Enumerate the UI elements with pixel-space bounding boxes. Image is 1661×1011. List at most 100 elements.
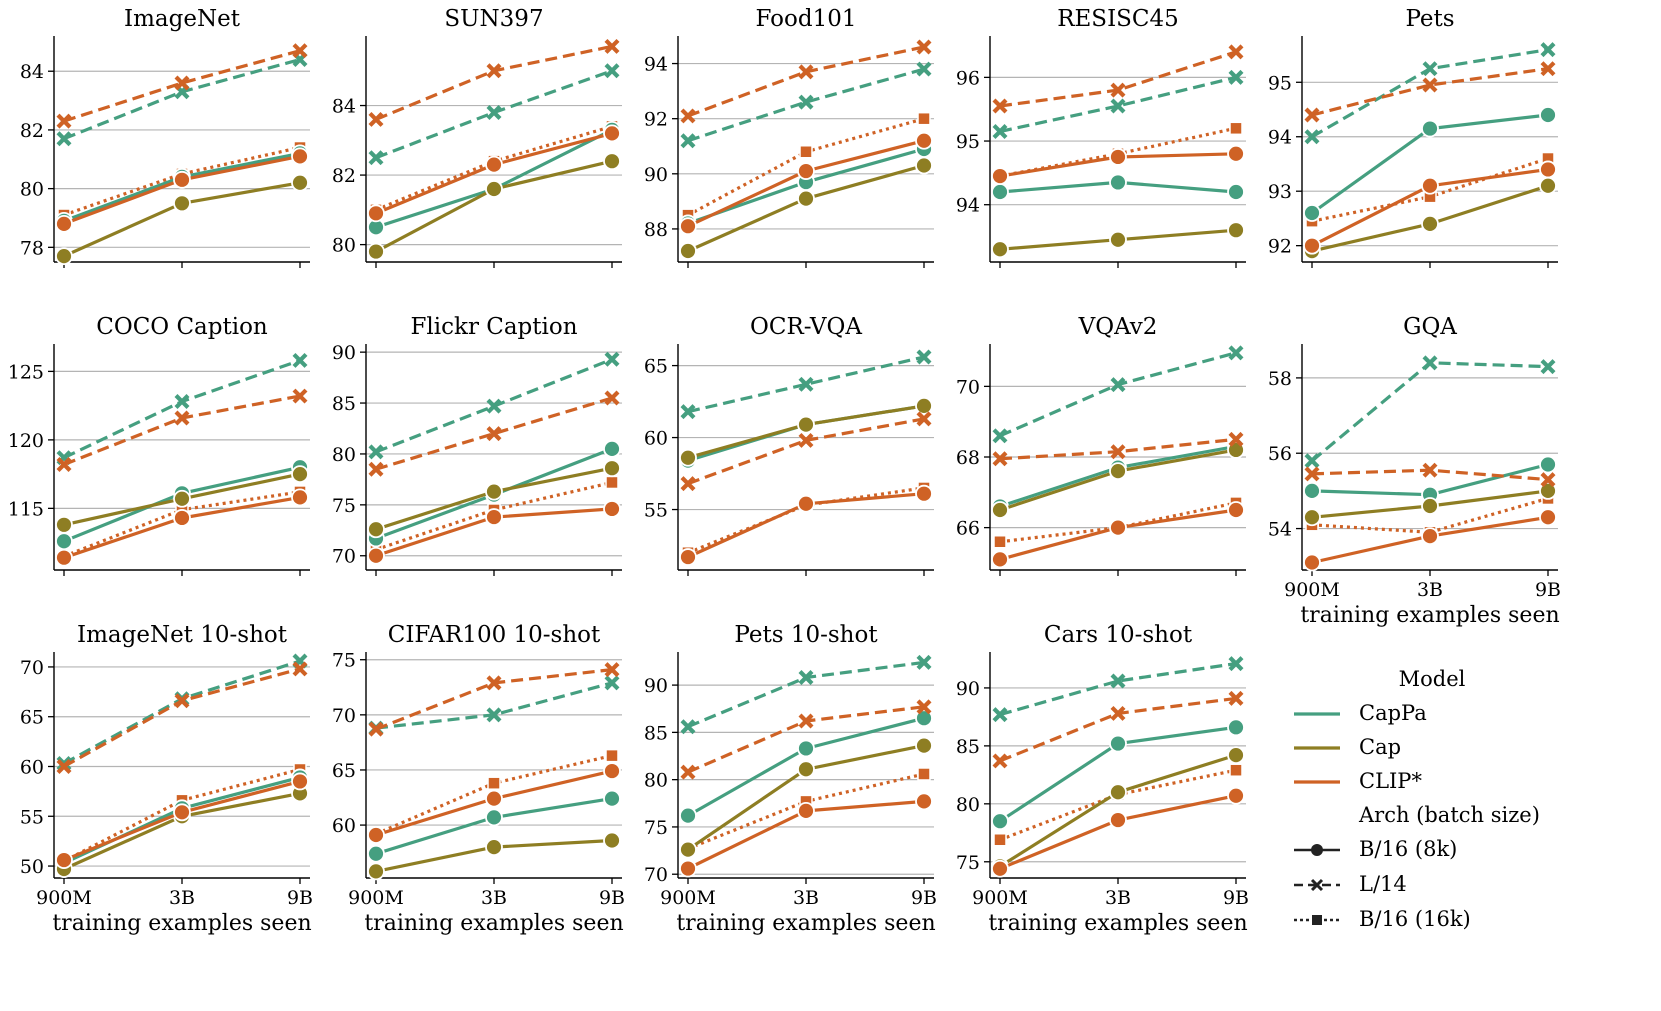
subplot-sun397: 80 82 84 SUN397 [332,6,622,268]
x-tick-label: 9B [911,887,937,909]
data-point [1421,214,1439,233]
data-point [799,145,813,159]
data-point [1227,501,1245,519]
data-point [292,43,308,59]
x-tick-label: 3B [169,887,195,909]
subplot-title: ImageNet [124,6,241,32]
data-point [798,670,814,686]
legend-arch-marker [1311,844,1323,856]
data-point [679,806,697,825]
x-tick-label: 9B [1535,579,1561,601]
data-point [1109,173,1127,192]
y-tick-label: 58 [1268,368,1292,390]
data-point [1422,462,1438,478]
data-point [174,693,190,709]
subplot-imagenet-10-shot: 50 55 60 65 70 ImageNet 10-shot 900M 3B 9Btraini… [20,622,313,936]
data-point [992,451,1008,467]
data-point [367,520,385,539]
data-point [367,862,385,881]
data-point [1109,230,1127,249]
data-point [367,204,385,223]
data-point [991,501,1009,519]
data-point [992,428,1008,444]
data-point [1109,783,1127,802]
data-point [1303,508,1321,527]
y-tick-label: 80 [332,235,356,257]
data-point [1304,453,1320,469]
series-line [999,351,1237,438]
y-tick-label: 88 [644,219,668,241]
data-point [55,851,73,869]
data-point [679,859,697,878]
data-point [1227,786,1245,805]
data-point [485,508,503,526]
data-point [797,739,815,758]
data-point [291,772,309,791]
series-line [63,667,301,768]
series-line [1311,67,1549,117]
subplot-title: SUN397 [444,6,543,32]
y-tick-label: 78 [20,237,44,259]
data-point [368,150,384,166]
data-point [1110,444,1126,460]
data-point [680,108,696,124]
data-point [291,488,309,507]
legend-arch-label: B/16 (8k) [1359,837,1457,861]
y-tick-label: 75 [956,852,980,874]
data-point [679,840,697,859]
series-line [375,396,613,471]
data-point [603,459,621,478]
y-tick-label: 65 [20,707,44,729]
subplot-ocr-vqa: 55 60 65 OCR-VQA [644,314,934,576]
data-point [915,131,933,150]
data-point [604,63,620,79]
data-point [915,396,933,415]
y-tick-label: 94 [1268,127,1292,149]
legend: Model CapPa Cap CLIP* Arch (batch size) B/16 … [1294,667,1540,931]
subplot-title: COCO Caption [96,314,268,340]
y-tick-label: 80 [20,179,44,201]
data-point [173,170,191,189]
data-point [1228,345,1244,361]
y-tick-label: 60 [332,815,356,837]
x-tick-label: 900M [972,887,1028,909]
data-point [1539,455,1557,474]
data-point [291,147,309,166]
data-point [917,111,931,126]
series-line [63,49,301,123]
data-point [173,194,191,213]
subplot-title: Food101 [755,6,856,32]
data-point [680,133,696,149]
y-tick-label: 90 [956,678,980,700]
data-point [485,789,503,808]
x-tick-label: 3B [793,887,819,909]
data-point [56,756,72,771]
y-tick-label: 75 [332,495,356,517]
subplot-flickr-caption: 70 75 80 85 90 Flickr Caption [332,314,622,576]
y-tick-label: 94 [956,195,980,217]
x-tick-label: 9B [1223,887,1249,909]
data-point [1304,466,1320,482]
data-point [291,173,309,192]
data-point [1228,69,1244,85]
data-point [679,217,697,236]
subplot-title: VQAv2 [1078,314,1158,340]
data-point [993,833,1007,847]
x-tick-label: 3B [1105,887,1131,909]
series-line [999,753,1237,868]
data-point [603,439,621,458]
y-tick-label: 65 [332,760,356,782]
data-point [603,124,621,143]
subplot-pets: 92 93 94 95 Pets [1268,6,1558,268]
y-tick-label: 75 [644,817,668,839]
series-line [375,681,613,730]
data-point [1109,811,1127,829]
data-point [485,155,503,174]
x-axis-label: training examples seen [1300,603,1559,628]
x-tick-label: 3B [481,887,507,909]
data-point [993,535,1007,549]
data-point [368,461,384,477]
series-line [63,145,301,217]
data-point [368,444,384,460]
